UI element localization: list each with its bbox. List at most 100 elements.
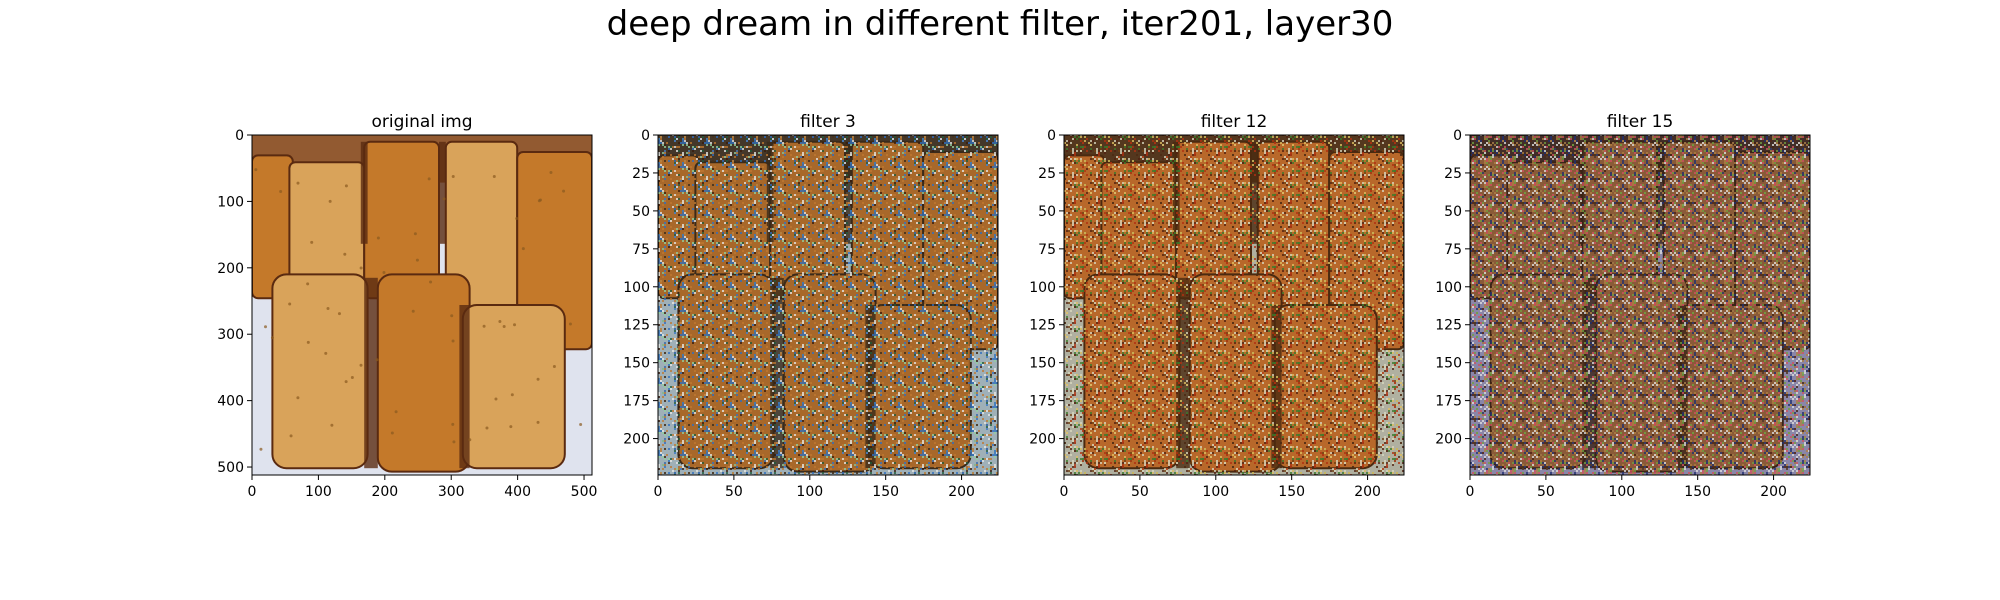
bread-slice [272, 274, 367, 468]
y-tick-label: 150 [1029, 356, 1056, 372]
speck [259, 448, 262, 451]
speck [306, 282, 309, 285]
y-tick-label: 50 [1038, 204, 1056, 220]
x-tick-label: 200 [1760, 484, 1787, 500]
x-tick-label: 0 [248, 484, 257, 500]
x-tick-label: 150 [1684, 484, 1711, 500]
speck [549, 171, 552, 174]
speck [450, 314, 453, 317]
subplot-title: filter 3 [800, 112, 856, 132]
speck [264, 325, 267, 328]
dream-texture [1064, 135, 1404, 475]
speck [483, 325, 486, 328]
speck [537, 421, 540, 424]
slice-gap [439, 142, 446, 244]
y-tick-label: 25 [632, 166, 650, 182]
bread-slice [378, 274, 470, 471]
speck [326, 307, 329, 310]
subplot-3: filter 120 50 100 150 2000255075100125150175… [1029, 112, 1404, 500]
speck [494, 397, 497, 400]
speck [412, 310, 415, 313]
speck [451, 423, 454, 426]
speck [503, 325, 506, 328]
speck [254, 168, 257, 171]
x-tick-label: 150 [872, 484, 899, 500]
y-tick-label: 200 [623, 432, 650, 448]
subplot-4: filter 15 0 50 100 150 200 0 25 50 75 100 125 150 175… [1435, 112, 1810, 500]
speck [553, 365, 556, 368]
speck [360, 364, 363, 367]
y-tick-label: 200 [217, 261, 244, 277]
speck [338, 312, 341, 315]
subplot-image [252, 135, 592, 475]
speck [343, 253, 346, 256]
speck [493, 175, 496, 178]
speck [351, 376, 354, 379]
x-tick-label: 200 [948, 484, 975, 500]
y-tick-label: 75 [632, 242, 650, 258]
subplot-image [1470, 135, 1810, 475]
x-tick-label: 300 [438, 484, 465, 500]
speck [468, 438, 471, 441]
speck [330, 424, 333, 427]
x-tick-label: 100 [305, 484, 332, 500]
y-tick-label: 0 [235, 128, 244, 144]
y-tick-label: 25 [1038, 166, 1056, 182]
y-tick-label: 150 [1435, 356, 1462, 372]
x-tick-label: 100 [1608, 484, 1635, 500]
slice-gap [364, 278, 378, 468]
y-tick-label: 25 [1444, 166, 1462, 182]
speck [324, 352, 327, 355]
x-tick-label: 50 [1537, 484, 1555, 500]
dream-texture [658, 135, 998, 475]
subplot-2: filter 3 0 50 100 150 200 0 25 50 75 100 125 150 175 2… [623, 112, 998, 500]
speck [395, 410, 398, 413]
speck [452, 440, 455, 443]
subplot-image [658, 135, 998, 475]
y-tick-label: 200 [1435, 432, 1462, 448]
speck [485, 427, 488, 430]
x-tick-label: 0 [1060, 484, 1069, 500]
subplot-title: original img [371, 112, 472, 132]
speck [310, 241, 313, 244]
y-tick-label: 200 [1029, 432, 1056, 448]
speck [307, 341, 310, 344]
speck [296, 182, 299, 185]
y-tick-label: 100 [1435, 280, 1462, 296]
speck [290, 434, 293, 437]
y-tick-label: 75 [1444, 242, 1462, 258]
x-tick-label: 100 [796, 484, 823, 500]
speck [391, 432, 394, 435]
speck [537, 378, 540, 381]
y-tick-label: 0 [1047, 128, 1056, 144]
speck [522, 247, 525, 250]
x-tick-label: 200 [371, 484, 398, 500]
y-tick-label: 175 [1029, 394, 1056, 410]
x-tick-label: 200 [1354, 484, 1381, 500]
speck [513, 323, 516, 326]
speck [562, 190, 565, 193]
speck [279, 190, 282, 193]
speck [443, 197, 446, 200]
x-tick-label: 100 [1202, 484, 1229, 500]
y-tick-label: 175 [1435, 394, 1462, 410]
y-tick-label: 75 [1038, 242, 1056, 258]
bread-slice [463, 305, 565, 468]
subplot-image [1064, 135, 1404, 475]
speck [345, 184, 348, 187]
speck [288, 303, 291, 306]
speck [452, 175, 455, 178]
x-tick-label: 0 [654, 484, 663, 500]
y-tick-label: 300 [217, 327, 244, 343]
speck [377, 237, 380, 240]
speck [345, 380, 348, 383]
speck [382, 271, 385, 274]
y-tick-label: 50 [1444, 204, 1462, 220]
speck [360, 267, 363, 270]
speck [511, 393, 514, 396]
y-tick-label: 100 [623, 280, 650, 296]
x-tick-label: 0 [1466, 484, 1475, 500]
x-tick-label: 150 [1278, 484, 1305, 500]
y-tick-label: 500 [217, 460, 244, 476]
